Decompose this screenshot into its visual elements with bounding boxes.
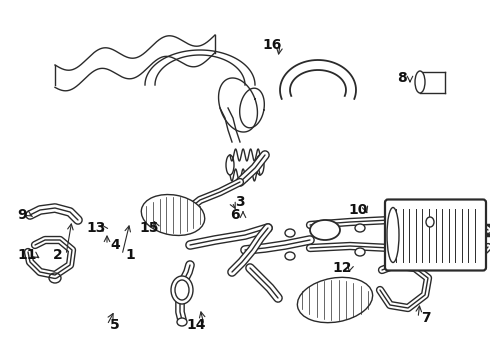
Text: 16: 16 xyxy=(262,38,282,52)
Ellipse shape xyxy=(285,252,295,260)
Ellipse shape xyxy=(355,248,365,256)
Ellipse shape xyxy=(415,71,425,93)
Ellipse shape xyxy=(297,277,372,323)
Ellipse shape xyxy=(285,229,295,237)
Text: 12: 12 xyxy=(332,261,352,275)
Text: 15: 15 xyxy=(139,221,159,235)
Ellipse shape xyxy=(310,220,340,240)
Text: 14: 14 xyxy=(186,318,206,332)
Text: 8: 8 xyxy=(397,71,407,85)
Text: 3: 3 xyxy=(235,195,245,209)
Ellipse shape xyxy=(141,194,205,235)
Ellipse shape xyxy=(387,207,399,262)
Text: 11: 11 xyxy=(17,248,37,262)
Text: 5: 5 xyxy=(110,318,120,332)
FancyBboxPatch shape xyxy=(385,199,486,270)
Ellipse shape xyxy=(355,224,365,232)
Text: 1: 1 xyxy=(125,248,135,262)
Ellipse shape xyxy=(171,276,193,304)
Text: 4: 4 xyxy=(110,238,120,252)
Text: 10: 10 xyxy=(348,203,368,217)
Text: 2: 2 xyxy=(53,248,63,262)
Text: 9: 9 xyxy=(17,208,27,222)
Text: 6: 6 xyxy=(230,208,240,222)
Text: 7: 7 xyxy=(421,311,431,325)
Ellipse shape xyxy=(426,217,434,227)
Ellipse shape xyxy=(177,318,187,326)
Text: 13: 13 xyxy=(86,221,106,235)
